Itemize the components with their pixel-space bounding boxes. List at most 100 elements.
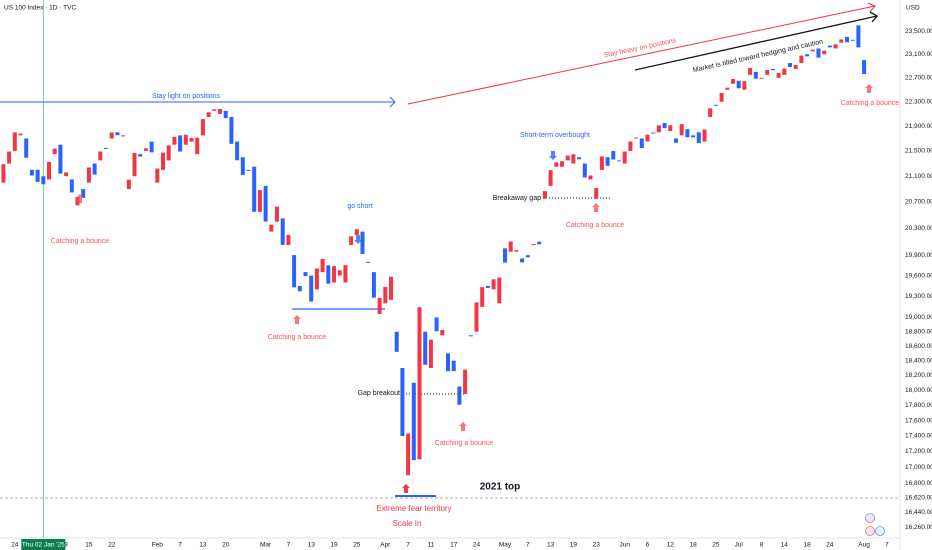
candle-body	[594, 188, 599, 199]
candle-body	[599, 156, 604, 170]
candle-body	[708, 108, 713, 117]
annotation: Stay light on positions	[152, 93, 221, 100]
x-tick-label: Feb	[152, 542, 164, 549]
y-tick-label: 18,800.00	[905, 328, 932, 335]
candle-body	[616, 160, 621, 162]
candles	[1, 25, 867, 476]
candle-body	[730, 79, 735, 84]
candle-body	[656, 125, 661, 133]
x-tick-label: 19	[570, 542, 578, 549]
y-tick-label: 19,300.00	[905, 293, 932, 300]
candle-body	[639, 138, 644, 149]
candle-body	[491, 279, 496, 290]
candle-body	[691, 135, 696, 138]
up-arrow	[402, 484, 410, 493]
candle-body	[520, 258, 525, 263]
candle-body	[554, 162, 559, 167]
up-arrow	[459, 422, 467, 431]
y-tick-label: 17,400.00	[905, 433, 932, 440]
candle-body	[292, 255, 297, 288]
candle-body	[571, 154, 576, 164]
candle-body	[668, 125, 673, 132]
y-tick-label: 20,300.00	[905, 225, 932, 232]
candle-body	[389, 276, 394, 300]
candle-body	[645, 134, 650, 142]
candle-body	[366, 261, 371, 263]
arrow-head	[867, 2, 876, 13]
x-tick-label: 7	[885, 542, 889, 549]
candle-body	[822, 50, 827, 55]
candle-body	[514, 250, 519, 252]
x-tick-label: 11	[428, 542, 435, 549]
up-arrow	[76, 194, 84, 203]
candle-body	[628, 141, 633, 151]
x-tick-label: 8	[760, 542, 764, 549]
candle-body	[782, 68, 787, 75]
candle-body	[611, 150, 616, 160]
event-icon	[875, 526, 885, 536]
candle-body	[736, 80, 741, 89]
candle-body	[269, 224, 274, 232]
candle-body	[18, 133, 23, 136]
candle-body	[463, 369, 468, 395]
candle-body	[588, 175, 593, 180]
candle-body	[833, 44, 838, 49]
candle-body	[622, 151, 627, 164]
candle-body	[451, 360, 456, 372]
candle-body	[263, 185, 268, 222]
candle-body	[98, 151, 103, 161]
candle-body	[805, 54, 810, 57]
candle-body	[440, 329, 445, 336]
candle-body	[286, 234, 291, 245]
candle-body	[605, 157, 610, 166]
candle-body	[485, 285, 490, 288]
candle-body	[799, 55, 804, 64]
candle-body	[126, 179, 131, 190]
y-tick-label: 16,260.00	[905, 524, 932, 531]
candle-body	[75, 197, 80, 206]
candle-body	[673, 138, 678, 143]
annotation: Catching a bounce	[566, 222, 624, 229]
candle-body	[383, 286, 388, 304]
x-tick-label: Jun	[619, 542, 630, 549]
candle-body	[702, 129, 707, 142]
candle-body	[719, 92, 724, 102]
chart-title: US 100 Index · 1D · TVC	[4, 5, 76, 12]
x-tick-label: 7	[287, 542, 291, 549]
candle-body	[337, 270, 342, 276]
candle-body	[394, 331, 399, 352]
annotation: Breakaway gap	[493, 195, 541, 202]
candle-body	[115, 132, 120, 136]
x-tick-label: May	[499, 542, 512, 549]
x-tick-label: 22	[108, 542, 116, 549]
candle-body	[406, 433, 411, 476]
candle-body	[787, 63, 792, 67]
candle-body	[349, 236, 354, 245]
candle-body	[446, 353, 451, 372]
crosshair-label: Thu 02 Jan '25	[22, 542, 65, 549]
up-arrow	[293, 315, 301, 324]
candle-body	[41, 176, 46, 185]
x-tick-label: 15	[85, 542, 93, 549]
annotation: go short	[347, 203, 372, 210]
y-tick-label: 22,300.00	[905, 98, 932, 105]
candle-body	[246, 169, 251, 171]
candle-body	[377, 297, 382, 314]
candle-body	[223, 110, 228, 119]
candle-body	[29, 169, 34, 176]
y-tick-label: 18,000.00	[905, 387, 932, 394]
candle-body	[235, 141, 240, 161]
y-tick-label: 16,620.00	[905, 494, 932, 501]
candle-body	[64, 172, 69, 177]
candle-body	[195, 137, 200, 155]
x-tick-label: Jul	[735, 542, 744, 549]
candle-body	[149, 141, 154, 153]
candle-body	[275, 206, 280, 222]
y-tick-label: 17,000.00	[905, 464, 932, 471]
y-tick-label: 18,200.00	[905, 372, 932, 379]
candle-body	[69, 179, 74, 193]
candle-body	[839, 39, 844, 43]
candle-body	[178, 135, 183, 152]
